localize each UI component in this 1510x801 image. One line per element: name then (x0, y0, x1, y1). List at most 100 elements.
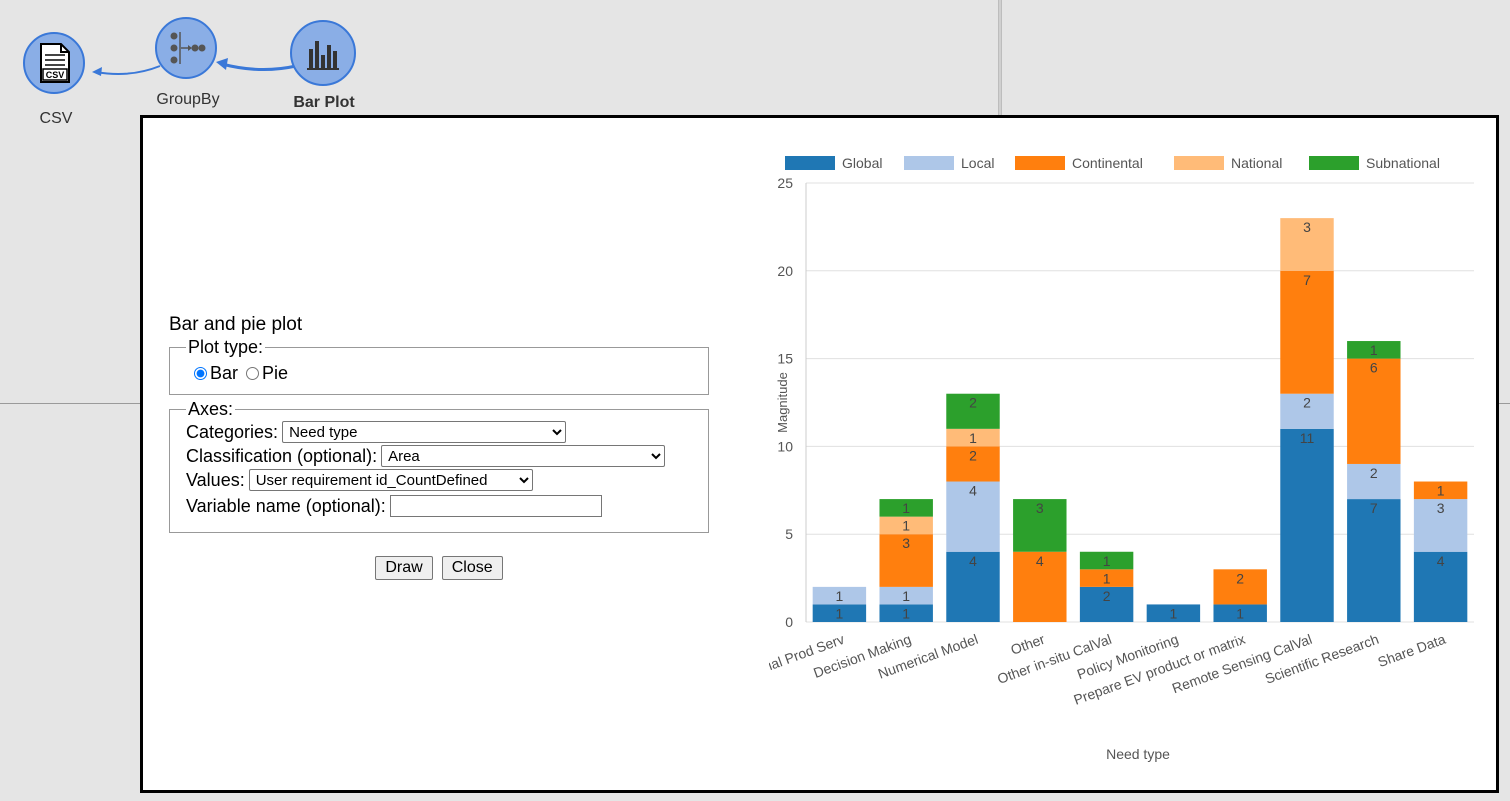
canvas-divider-horizontal-right (1497, 403, 1510, 404)
bar-segment (1413, 499, 1468, 552)
groupby-icon (155, 17, 217, 79)
node-bar-plot[interactable]: Bar Plot (290, 20, 358, 112)
bar-segment (1413, 481, 1468, 500)
bar-chart-icon (290, 20, 356, 86)
legend-swatch (1015, 156, 1065, 170)
plot-type-fieldset: Plot type: Bar Pie (169, 337, 709, 395)
bar-pie-plot-dialog: Bar and pie plot Plot type: Bar Pie Axes… (140, 115, 1499, 793)
x-tick-label: Other (1008, 631, 1047, 658)
node-label: CSV (39, 110, 73, 127)
stacked-bar-chart: 0 5 10 15 20 25 Magnitude Need type Global Local C… (769, 155, 1474, 762)
bar-data-label: 3 (902, 535, 910, 551)
bar-data-label: 1 (902, 605, 910, 621)
bar-data-label: 2 (1236, 570, 1244, 586)
legend-label: Global (842, 155, 882, 171)
bar-data-label: 1 (1236, 605, 1244, 621)
bar-data-label: 2 (1370, 465, 1378, 481)
legend-label: Local (961, 155, 994, 171)
plot-type-bar-label: Bar (210, 362, 239, 383)
bar-segment (1347, 499, 1401, 622)
bar-segment (946, 551, 1000, 622)
bar-data-label: 1 (1170, 605, 1178, 621)
y-axis-title: Magnitude (775, 372, 790, 433)
bar-segment (946, 446, 1000, 482)
plot-type-bar-radio[interactable] (194, 366, 207, 380)
bar-segment (812, 586, 867, 605)
plot-form: Bar and pie plot Plot type: Bar Pie Axes… (169, 314, 709, 580)
bar-data-label: 4 (969, 483, 977, 499)
bar-segment (1079, 551, 1134, 570)
bar-data-label: 2 (969, 395, 977, 411)
bar-segment (1013, 499, 1067, 552)
bar-data-label: 11 (1300, 430, 1315, 446)
classification-label: Classification (optional): (186, 445, 378, 466)
bar-segment (1213, 569, 1267, 605)
bar-segment (879, 586, 933, 605)
bar-segment (1146, 604, 1201, 622)
bar-segment (1413, 551, 1468, 622)
classification-select[interactable]: Area (381, 445, 666, 467)
bar-segment (879, 534, 933, 587)
bar-segment (946, 481, 1000, 552)
canvas-divider-horizontal-left (0, 403, 142, 404)
bar-segment (1213, 604, 1267, 622)
draw-button[interactable]: Draw (375, 556, 433, 580)
bar-data-label: 1 (902, 518, 910, 534)
bar-data-label: 1 (1370, 342, 1378, 358)
plot-type-pie-radio[interactable] (246, 366, 260, 380)
bar-data-label: 7 (1370, 500, 1378, 516)
values-label: Values: (186, 469, 245, 490)
x-tick-label: Scientific Research (1263, 631, 1381, 687)
close-button[interactable]: Close (441, 556, 503, 580)
values-select[interactable]: User requirement id_CountDefined (248, 469, 533, 491)
dialog-title: Bar and pie plot (169, 314, 303, 335)
bar-data-label: 3 (1036, 500, 1044, 516)
axes-legend: Axes: (188, 399, 234, 419)
bar-segment (1079, 586, 1134, 622)
variable-name-label: Variable name (optional): (186, 495, 386, 516)
bar-data-label: 1 (902, 588, 910, 604)
bar-data-label: 2 (1103, 588, 1111, 604)
node-label: GroupBy (156, 91, 220, 108)
bar-data-label: 1 (902, 500, 910, 516)
bar-data-label: 4 (969, 553, 977, 569)
categories-label: Categories: (186, 421, 279, 442)
bar-segment (1280, 393, 1334, 429)
x-tick-label: Share Data (1376, 631, 1448, 670)
bar-data-label: 3 (1437, 500, 1445, 516)
x-axis-title: Need type (1106, 746, 1170, 762)
bar-data-label: 2 (1303, 395, 1311, 411)
bar-data-label: 4 (1036, 553, 1044, 569)
legend-label: Subnational (1366, 155, 1440, 171)
bar-segment (946, 428, 1000, 447)
node-label: Bar Plot (293, 94, 355, 111)
bar-segment (1347, 463, 1401, 500)
plot-type-pie-label: Pie (262, 362, 289, 383)
csv-file-icon: CSV (23, 32, 85, 94)
y-tick-label: 25 (777, 175, 793, 191)
bar-data-label: 1 (836, 588, 844, 604)
legend-swatch (785, 156, 835, 170)
bar-segment (812, 604, 867, 622)
bar-segment (879, 499, 933, 517)
bar-data-label: 1 (969, 430, 977, 446)
node-csv[interactable]: CSV CSV (23, 32, 89, 128)
bar-segment (1079, 569, 1134, 587)
bar-data-label: 1 (836, 605, 844, 621)
bar-segment (1013, 551, 1067, 622)
workflow-connectors (92, 58, 297, 76)
legend-swatch (1309, 156, 1359, 170)
y-tick-label: 10 (777, 438, 793, 454)
bar-segment (1280, 270, 1334, 394)
bar-data-label: 4 (1437, 553, 1445, 569)
categories-select[interactable]: Need type (282, 421, 567, 443)
bar-segment (946, 393, 1000, 429)
bar-segment (879, 604, 933, 622)
y-tick-label: 5 (785, 526, 793, 542)
svg-text:CSV: CSV (46, 70, 65, 80)
bar-data-label: 7 (1303, 272, 1311, 288)
bar-segment (1280, 218, 1334, 271)
bar-data-label: 2 (969, 447, 977, 463)
variable-name-input[interactable] (389, 495, 602, 517)
node-groupby[interactable]: GroupBy (155, 17, 221, 109)
